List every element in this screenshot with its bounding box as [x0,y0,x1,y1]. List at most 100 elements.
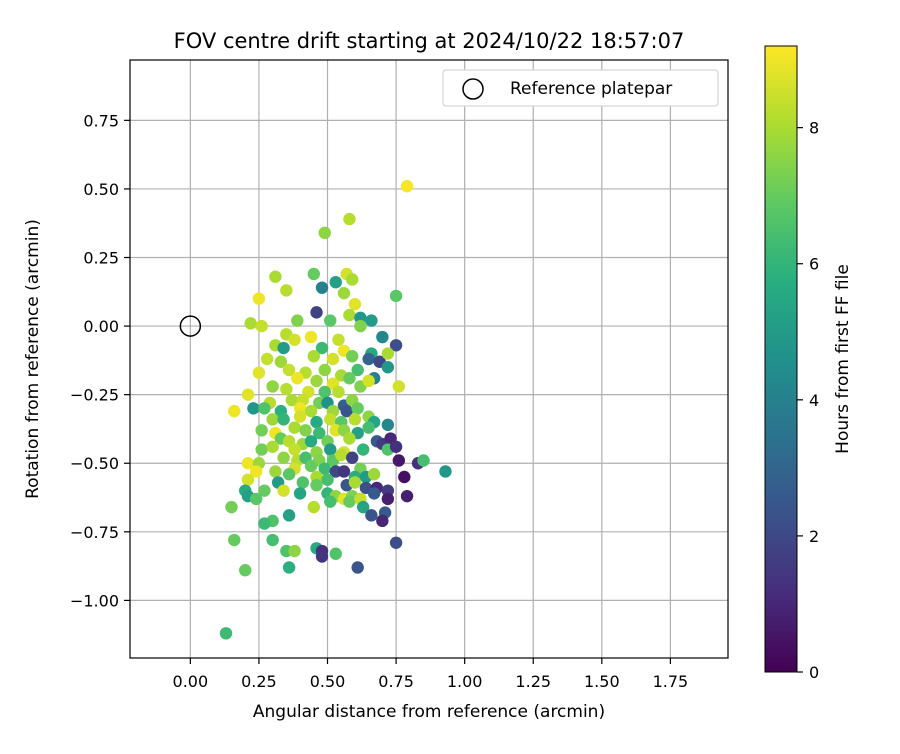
data-point [291,314,304,327]
legend-reference-marker [462,78,484,100]
data-point [282,363,296,377]
y-tick-label: 0.00 [83,317,119,336]
y-tick-label: −1.00 [70,591,119,610]
data-point [288,421,301,434]
data-point [315,281,329,294]
data-point [324,314,337,327]
x-tick-label: 0.25 [241,672,277,691]
data-point [351,402,364,415]
y-tick-label: 0.50 [83,180,119,199]
data-point [296,476,310,489]
data-point [228,533,241,547]
data-point [392,454,406,467]
data-point [351,363,364,377]
data-point [288,333,301,346]
data-point [249,465,263,478]
data-point [260,352,274,366]
x-tick-label: 1.00 [447,672,483,691]
data-point [376,514,389,528]
data-point [329,275,342,289]
data-point [239,564,252,577]
data-point [310,306,323,319]
data-point [324,495,337,508]
data-point [365,314,378,327]
data-point [291,372,304,385]
data-point [367,468,381,481]
plot-frame [129,59,729,659]
y-axis-label: Rotation from reference (arcmin) [23,219,43,499]
data-point [332,333,345,346]
colorbar-gradient [764,45,798,673]
data-point [310,478,323,492]
data-point [274,355,288,368]
data-point [258,517,271,530]
y-tick-label: −0.75 [70,523,119,542]
data-point [293,487,307,500]
data-point [288,443,301,456]
data-point [252,292,266,305]
data-point [255,319,268,333]
data-point [326,352,340,366]
data-point [277,413,290,426]
data-point [348,476,362,489]
data-point [288,544,301,558]
data-point [345,350,359,363]
data-point [439,465,452,478]
data-point [241,473,255,486]
legend-box [442,69,719,107]
data-point [365,509,378,522]
chart-title: FOV centre drift starting at 2024/10/22 … [174,29,685,53]
data-point [266,533,279,547]
data-point [381,418,395,432]
data-point [307,500,320,514]
data-point [356,443,370,456]
data-point [348,413,362,426]
data-point [356,500,370,514]
data-point [337,465,351,478]
data-point [343,495,356,508]
data-point [343,212,356,226]
data-point [266,440,279,453]
reference-marker-layer [179,315,202,337]
data-point [324,413,337,426]
data-point [247,402,260,415]
data-point [417,454,430,467]
data-point [389,440,403,453]
data-point [367,487,381,500]
data-point [400,179,414,193]
data-point [228,404,241,418]
data-point [282,468,296,481]
data-point [277,451,290,464]
data-point [280,284,293,297]
x-axis-label: Angular distance from reference (arcmin) [253,702,605,722]
y-axis-ticks: 0.75 0.50 0.25 0.00 −0.25 −0.50 −0.75 −1.00 [70,111,130,610]
reference-platepar-marker [179,315,202,337]
data-point [315,341,329,355]
data-point [304,459,318,473]
data-point [244,317,257,330]
data-point [343,308,356,322]
data-point [304,330,318,344]
x-axis-ticks: 0.00 0.25 0.50 0.75 1.00 1.25 1.50 1.75 [173,658,689,691]
data-point [392,380,406,393]
data-point [266,380,279,393]
data-point [348,297,362,311]
data-point [255,443,268,456]
data-point [277,484,290,497]
x-tick-label: 1.75 [653,672,689,691]
data-point [282,509,296,522]
data-point [293,410,307,423]
data-point [343,372,356,385]
data-point [266,413,279,426]
data-point [304,404,318,418]
data-point [351,561,364,574]
data-point [280,382,293,396]
data-point [241,457,255,470]
data-point [324,443,337,456]
data-point [304,435,318,448]
data-point [329,547,342,560]
data-point [318,226,331,240]
data-point [335,448,348,462]
data-point [310,415,323,429]
